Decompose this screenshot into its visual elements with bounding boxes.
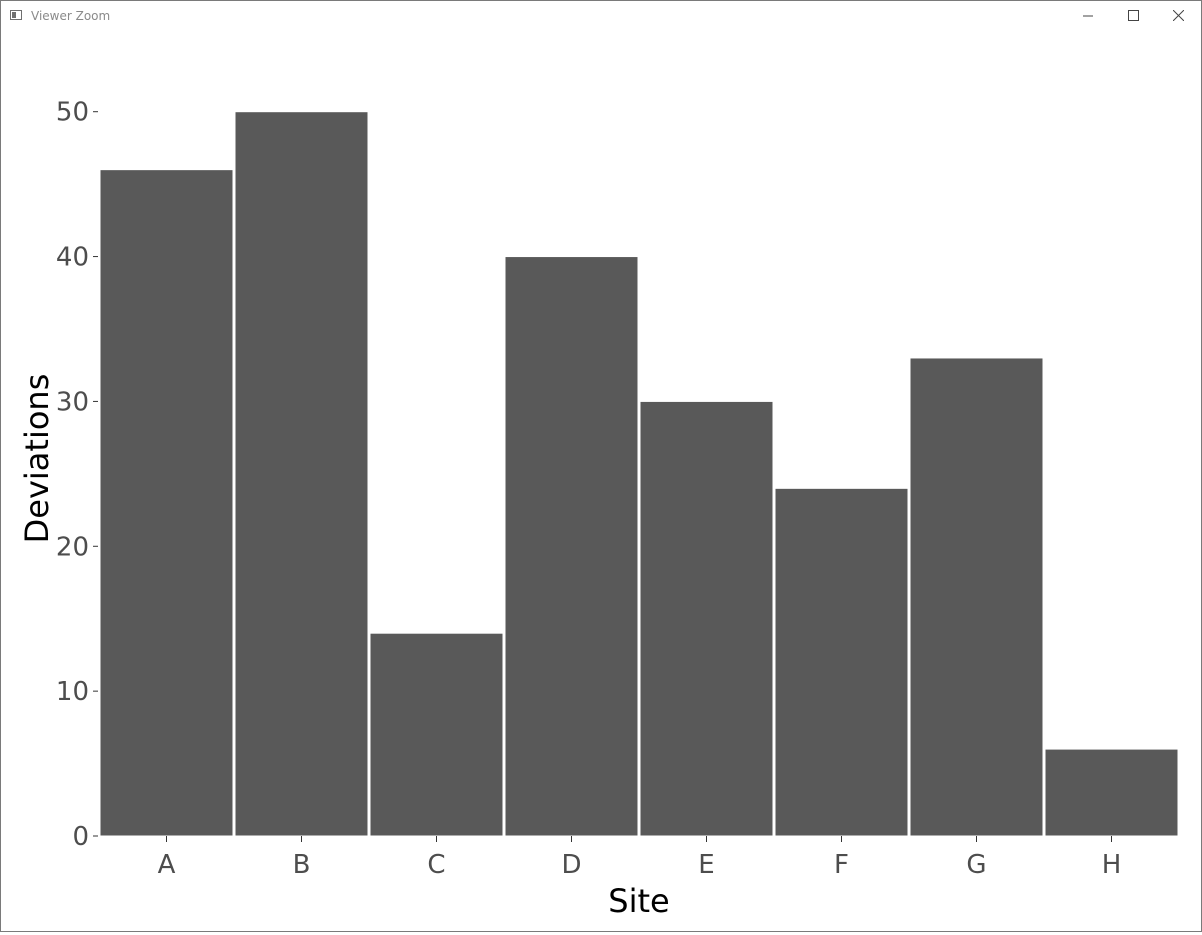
bar-h [1045,749,1178,836]
bar-g [910,358,1043,836]
title-bar[interactable]: Viewer Zoom [1,1,1201,31]
maximize-button[interactable] [1111,1,1156,31]
minimize-icon [1083,10,1094,21]
x-tick-label: A [158,850,176,880]
close-button[interactable] [1156,1,1201,31]
plot-area: 0 10 20 30 40 50 A B C D E F G H Site Deviations [1,31,1201,931]
bar-f [775,488,908,836]
x-tick-label: G [966,850,986,880]
y-tick-label: 0 [72,822,89,852]
bar-b [235,112,368,836]
x-tick-label: H [1102,850,1122,880]
bar-c [370,633,503,836]
y-tick-label: 50 [56,98,89,128]
x-tick-label: C [427,850,445,880]
y-tick-label: 30 [56,387,89,417]
bar-e [640,401,773,836]
close-icon [1173,10,1184,21]
x-tick-label: D [561,850,581,880]
x-tick-label: E [698,850,714,880]
x-axis-title: Site [608,882,669,920]
bar-d [505,257,638,836]
window-app-icon [10,10,22,20]
window-title: Viewer Zoom [31,9,110,23]
y-tick-label: 10 [56,677,89,707]
x-tick-label: F [834,850,849,880]
maximize-icon [1128,10,1139,21]
y-tick-label: 20 [56,532,89,562]
y-tick-label: 40 [56,243,89,273]
bar-a [100,170,233,836]
x-tick-label: B [293,850,311,880]
y-axis-title: Deviations [18,374,56,544]
bar-chart: 0 10 20 30 40 50 A B C D E F G H Site Deviations [1,31,1201,931]
minimize-button[interactable] [1066,1,1111,31]
